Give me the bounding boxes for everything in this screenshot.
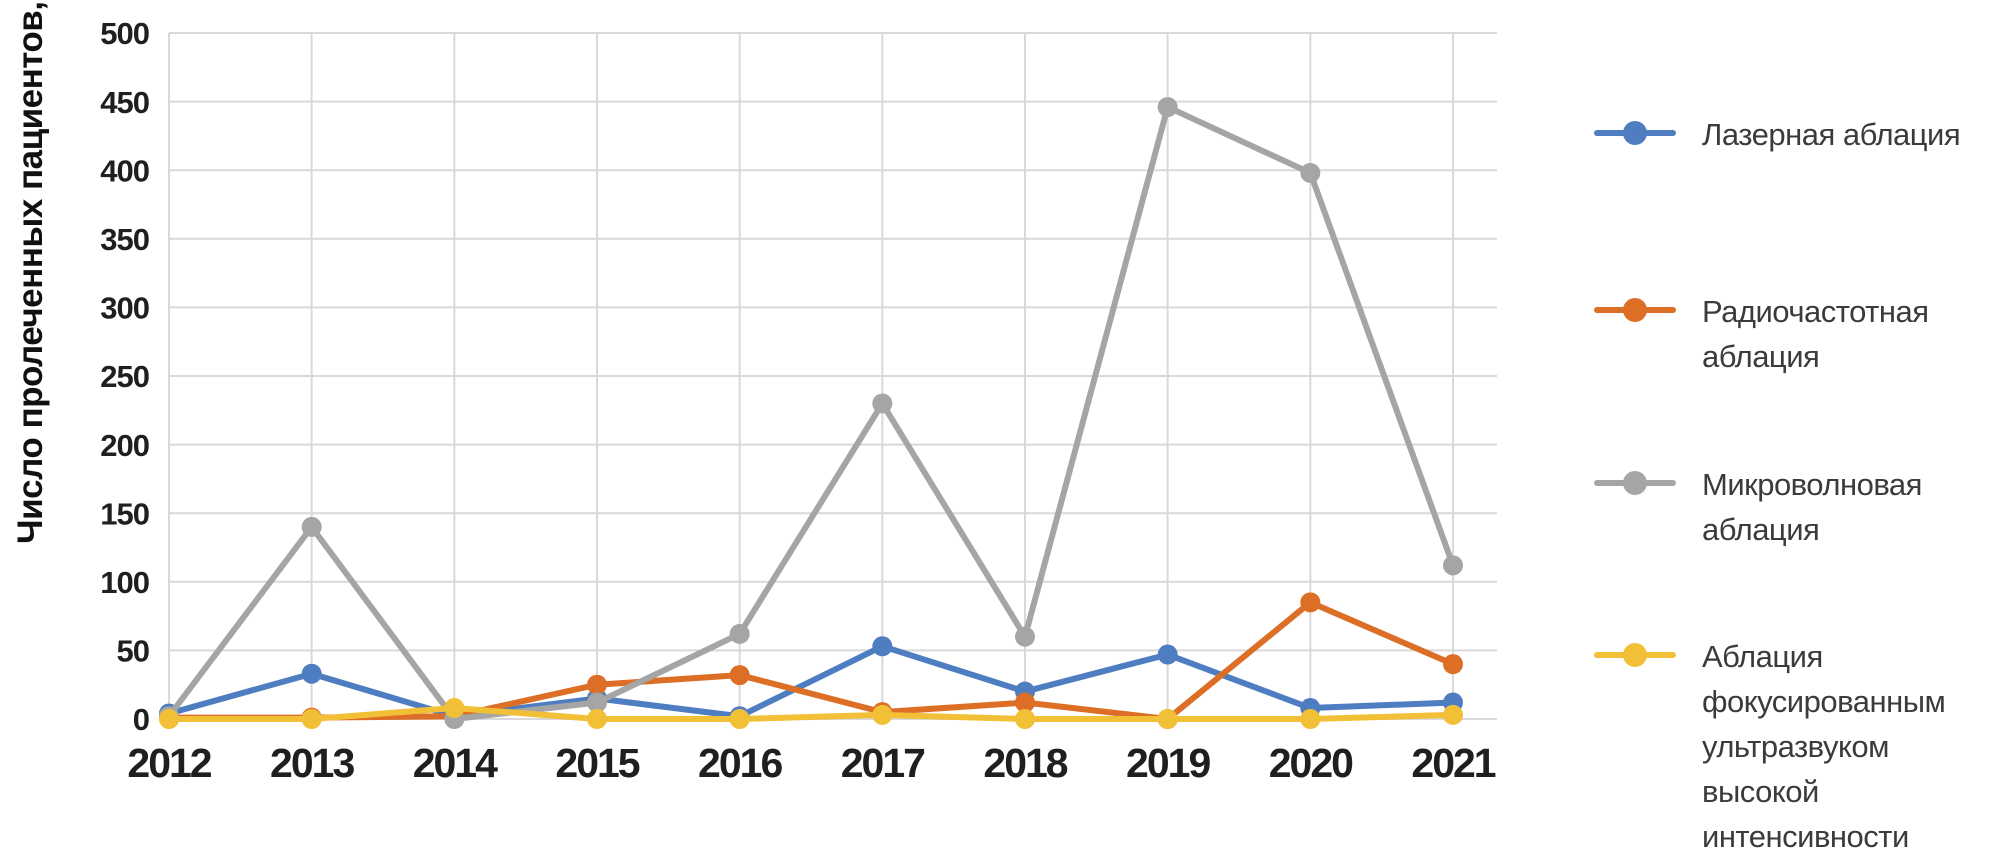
series-marker-microwave-ablation — [1443, 555, 1463, 576]
series-marker-hifu-ablation — [1157, 709, 1178, 729]
legend-line-dot-icon — [1594, 112, 1676, 154]
series-marker-hifu-ablation — [1443, 704, 1463, 725]
y-tick-label: 200 — [100, 428, 149, 463]
legend-item-rf-ablation: Радиочастотная аблация — [1594, 289, 2012, 379]
series-marker-laser-ablation — [301, 663, 322, 684]
y-tick-label: 150 — [100, 496, 149, 531]
y-tick-label: 0 — [133, 702, 149, 737]
x-tick-label: 2021 — [1411, 740, 1495, 786]
x-tick-label: 2017 — [841, 740, 924, 786]
series-marker-microwave-ablation — [1157, 97, 1178, 118]
series-marker-hifu-ablation — [587, 709, 607, 729]
series-line-laser-ablation — [166, 643, 1456, 720]
legend-line-dot-icon — [1594, 462, 1676, 504]
series-marker-microwave-ablation — [301, 516, 322, 537]
y-tick-label: 500 — [100, 16, 149, 51]
chart-legend: Лазерная аблация Радиочастотная аблация … — [1594, 0, 2012, 854]
legend-label: Аблация фокусированным ультразвуком высо… — [1702, 639, 1946, 854]
y-tick-label: 50 — [117, 634, 149, 669]
x-tick-label: 2019 — [1126, 740, 1210, 786]
x-tick-label: 2015 — [555, 740, 639, 786]
x-tick-label: 2014 — [413, 740, 498, 786]
legend-line-dot-icon — [1594, 634, 1676, 676]
chart-plot-area: 0 50 100 150 200 250 300 350 400 450 500 2012 2013 20… — [100, 16, 1498, 786]
y-tick-label: 400 — [100, 153, 149, 188]
series-marker-rf-ablation — [587, 674, 607, 695]
series-marker-microwave-ablation — [1300, 162, 1321, 183]
y-axis-title: Число пролеченных пациентов, n — [11, 1, 55, 544]
y-tick-label: 350 — [100, 222, 149, 257]
x-tick-label: 2020 — [1269, 740, 1353, 786]
series-marker-hifu-ablation — [729, 709, 750, 729]
series-marker-microwave-ablation — [587, 692, 607, 713]
x-tick-label: 2018 — [983, 740, 1067, 786]
series-marker-laser-ablation — [872, 636, 893, 657]
series-line-microwave-ablation — [166, 104, 1456, 722]
series-marker-laser-ablation — [1157, 644, 1178, 665]
series-line-hifu-ablation — [166, 705, 1456, 722]
y-tick-label: 100 — [100, 565, 149, 600]
y-axis-title-text: Число пролеченных пациентов, — [11, 1, 50, 544]
series-marker-hifu-ablation — [872, 704, 893, 725]
series-marker-rf-ablation — [729, 665, 750, 686]
y-tick-label: 300 — [100, 291, 149, 326]
series-marker-microwave-ablation — [1015, 626, 1035, 647]
legend-item-laser-ablation: Лазерная аблация — [1594, 112, 1961, 157]
series-marker-hifu-ablation — [1300, 709, 1321, 729]
legend-label: Лазерная аблация — [1702, 117, 1961, 152]
legend-item-microwave-ablation: Микроволновая аблация — [1594, 462, 2012, 552]
x-tick-label: 2016 — [698, 740, 782, 786]
series-line-rf-ablation — [166, 599, 1456, 722]
series-marker-rf-ablation — [1300, 592, 1321, 613]
series-marker-hifu-ablation — [444, 698, 465, 719]
legend-label: Микроволновая аблация — [1702, 467, 1922, 547]
series-marker-hifu-ablation — [301, 709, 322, 729]
legend-label: Радиочастотная аблация — [1702, 294, 1929, 374]
legend-item-hifu-ablation: Аблация фокусированным ультразвуком высо… — [1594, 634, 2012, 859]
line-chart-figure: 0 50 100 150 200 250 300 350 400 450 500 2012 2013 20… — [11, 0, 2012, 854]
series-marker-rf-ablation — [1015, 692, 1035, 713]
series-marker-microwave-ablation — [872, 393, 893, 414]
series-marker-microwave-ablation — [729, 623, 750, 644]
series-marker-hifu-ablation — [1015, 709, 1035, 729]
series-marker-rf-ablation — [1443, 654, 1463, 675]
series-marker-hifu-ablation — [159, 709, 179, 729]
legend-line-dot-icon — [1594, 289, 1676, 331]
x-tick-label: 2012 — [127, 740, 211, 786]
x-tick-label: 2013 — [270, 740, 354, 786]
y-tick-label: 450 — [100, 85, 149, 120]
y-tick-label: 250 — [100, 359, 149, 394]
